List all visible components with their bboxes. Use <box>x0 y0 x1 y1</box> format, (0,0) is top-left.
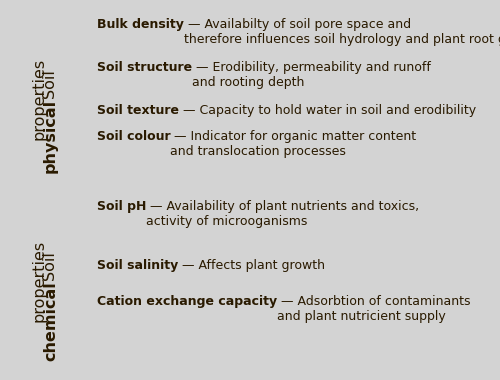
Text: Cation exchange capacity: Cation exchange capacity <box>96 295 277 308</box>
Text: properties: properties <box>32 58 46 140</box>
Text: — Availabilty of soil pore space and
therefore influences soil hydrology and pla: — Availabilty of soil pore space and the… <box>184 18 500 46</box>
Text: Soil: Soil <box>43 65 58 99</box>
Text: Soil salinity: Soil salinity <box>96 259 178 272</box>
Text: — Capacity to hold water in soil and erodibility: — Capacity to hold water in soil and ero… <box>178 104 476 117</box>
Text: physical: physical <box>43 99 58 173</box>
Text: properties: properties <box>32 240 46 322</box>
Text: Bulk density: Bulk density <box>96 18 184 32</box>
Text: Soil pH: Soil pH <box>96 200 146 214</box>
Text: Soil structure: Soil structure <box>96 61 192 74</box>
Text: Soil: Soil <box>43 247 58 281</box>
Text: Soil texture: Soil texture <box>96 104 178 117</box>
Text: chemical: chemical <box>43 281 58 361</box>
Text: — Availability of plant nutrients and toxics,
activity of microoganisms: — Availability of plant nutrients and to… <box>146 200 419 228</box>
Text: — Indicator for organic matter content
and translocation processes: — Indicator for organic matter content a… <box>170 130 416 158</box>
Text: — Adsorbtion of contaminants
and plant nutricient supply: — Adsorbtion of contaminants and plant n… <box>277 295 470 323</box>
Text: Soil colour: Soil colour <box>96 130 170 143</box>
Text: — Affects plant growth: — Affects plant growth <box>178 259 325 272</box>
Text: — Erodibility, permeability and runoff
and rooting depth: — Erodibility, permeability and runoff a… <box>192 61 430 89</box>
